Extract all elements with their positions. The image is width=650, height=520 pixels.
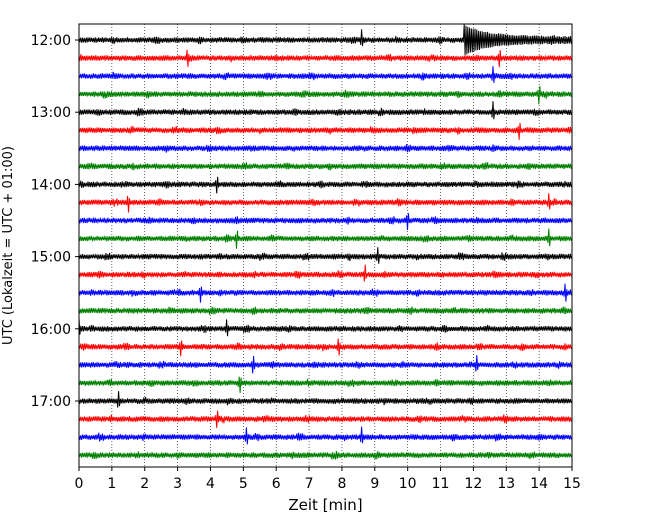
x-tick-label-11: 11 [432,476,450,492]
trace-row-8 [78,176,572,194]
y-tick-label-0: 12:00 [31,33,71,49]
trace-row-22 [78,426,572,445]
trace-row-21 [78,410,572,428]
vertical-gridlines [111,24,540,467]
trace-row-20 [78,391,572,408]
y-tick-label-1: 13:00 [31,105,71,121]
x-tick-label-2: 2 [140,476,149,492]
y-axis-label: UTC (Lokalzeit = UTC + 01:00) [1,146,16,345]
y-tick-label-3: 15:00 [31,250,71,266]
x-tick-label-5: 5 [239,476,248,492]
x-tick-label-8: 8 [337,476,346,492]
trace-row-0 [78,24,572,56]
x-axis-ticks: 0 1 2 3 4 5 6 7 8 9 10 11 12 13 14 15 [75,467,581,492]
trace-row-10 [78,213,572,230]
x-tick-label-10: 10 [399,476,417,492]
trace-row-19 [78,376,572,393]
trace-row-12 [78,247,572,264]
x-tick-label-7: 7 [305,476,314,492]
trace-row-1 [78,49,572,68]
trace-row-9 [78,193,572,213]
trace-row-15 [78,306,572,315]
x-tick-label-9: 9 [370,476,379,492]
plot-frame [78,23,573,468]
trace-row-6 [78,144,572,153]
x-tick-label-12: 12 [464,476,482,492]
trace-row-2 [78,66,572,83]
trace-row-4 [78,101,572,120]
x-tick-label-6: 6 [272,476,281,492]
x-tick-label-15: 15 [563,476,581,492]
y-axis-ticks: 12:00 13:00 14:00 15:00 16:00 17:00 [31,33,79,410]
x-tick-label-4: 4 [206,476,215,492]
x-tick-label-0: 0 [75,476,84,492]
trace-row-11 [78,228,572,249]
trace-row-5 [78,122,572,140]
x-tick-label-3: 3 [173,476,182,492]
y-tick-label-5: 17:00 [31,394,71,410]
trace-row-17 [78,338,572,357]
trace-row-14 [78,283,572,303]
trace-row-18 [78,355,572,374]
trace-row-3 [78,86,572,105]
x-tick-label-13: 13 [497,476,515,492]
x-tick-label-1: 1 [107,476,116,492]
trace-row-16 [78,318,572,337]
trace-row-7 [78,162,572,171]
trace-row-23 [78,450,572,460]
trace-row-13 [78,264,572,282]
y-tick-label-2: 14:00 [31,177,71,193]
seismogram-traces [78,24,572,460]
x-axis-label: Zeit [min] [288,496,362,514]
y-tick-label-4: 16:00 [31,322,71,338]
x-tick-label-14: 14 [530,476,548,492]
